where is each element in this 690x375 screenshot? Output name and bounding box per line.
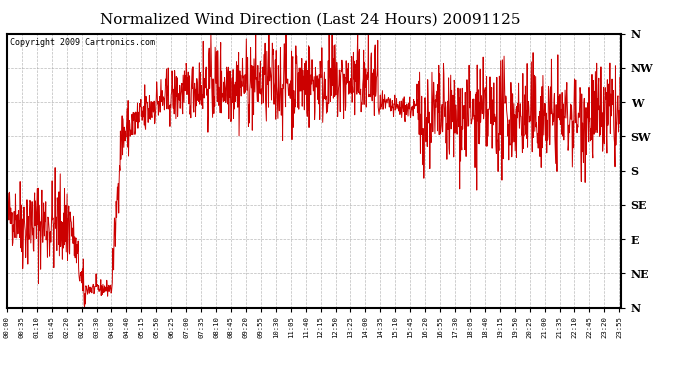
Text: Copyright 2009 Cartronics.com: Copyright 2009 Cartronics.com: [10, 38, 155, 47]
Text: Normalized Wind Direction (Last 24 Hours) 20091125: Normalized Wind Direction (Last 24 Hours…: [100, 13, 521, 27]
